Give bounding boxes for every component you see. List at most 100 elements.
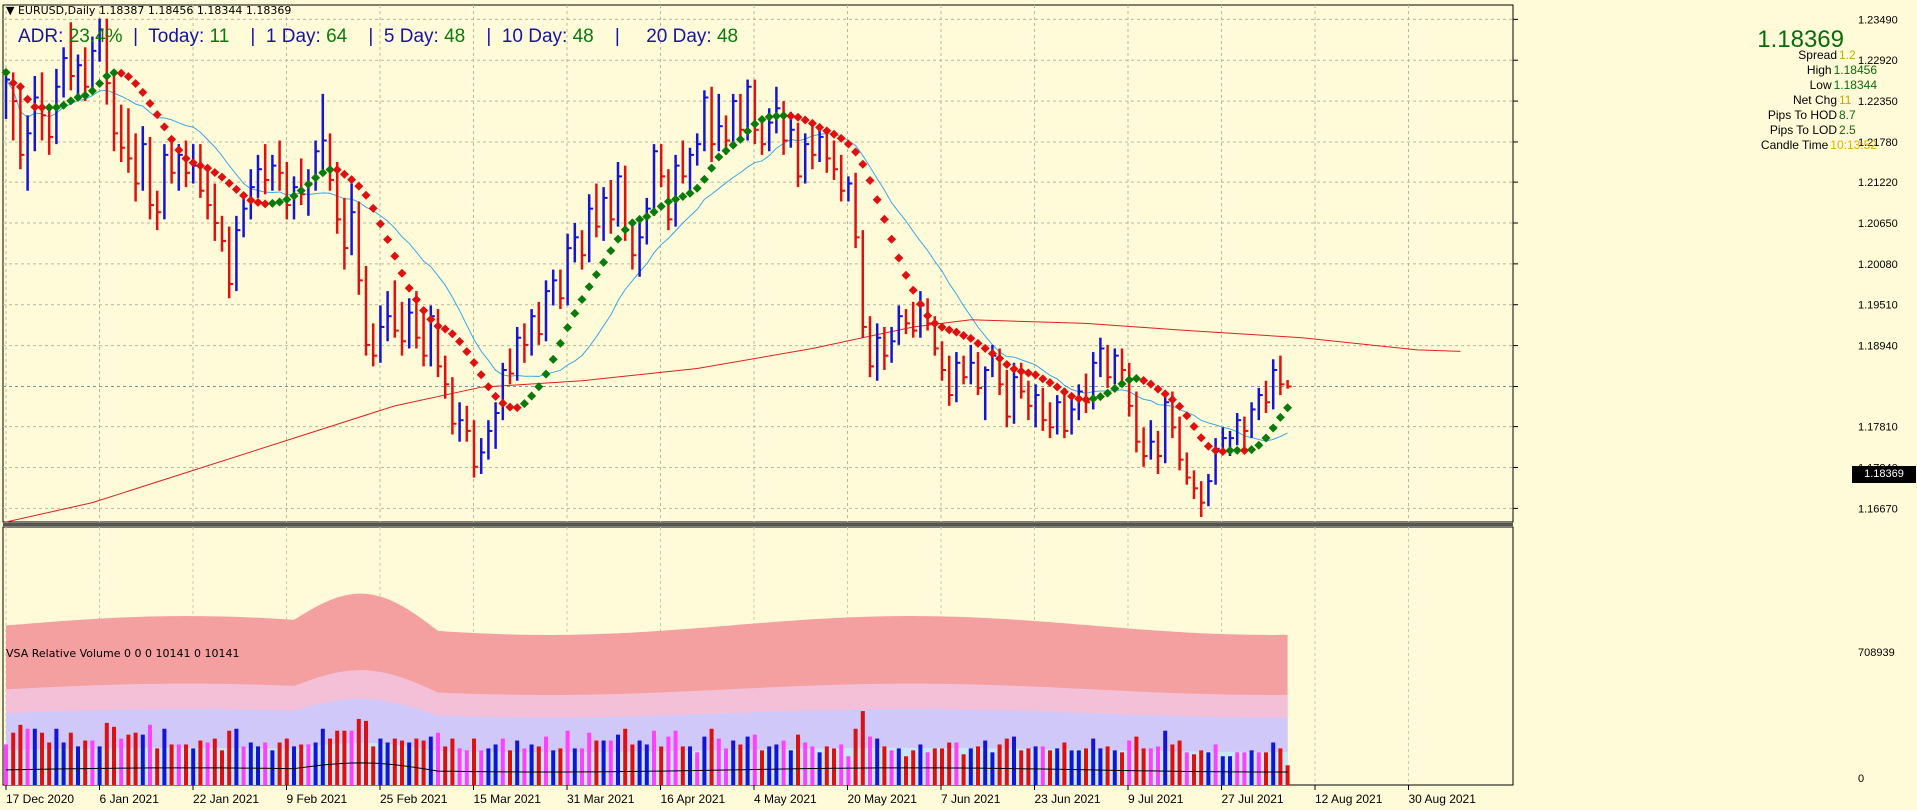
x-tick-label: 23 Jun 2021	[1035, 792, 1101, 806]
trend-diamond	[627, 218, 637, 228]
volume-bar	[248, 742, 253, 785]
trend-diamond	[714, 152, 724, 162]
today-label: Today:	[148, 26, 210, 47]
y-tick-label: 1.21220	[1858, 177, 1898, 189]
x-tick-label: 4 May 2021	[754, 792, 817, 806]
volume-bar	[760, 750, 764, 785]
trend-diamond	[195, 161, 205, 171]
volume-bar	[536, 746, 541, 785]
info-row: Spread 1.2	[1717, 48, 1877, 63]
volume-bar	[580, 748, 584, 785]
trend-diamond	[671, 194, 681, 204]
volume-bar	[673, 730, 678, 785]
trend-diamond	[1052, 382, 1062, 392]
trend-diamond	[440, 324, 450, 334]
trend-diamond	[159, 122, 169, 132]
x-tick-label: 31 Mar 2021	[567, 792, 635, 806]
volume-bar	[450, 738, 455, 785]
trend-diamond	[462, 347, 472, 357]
volume-bar	[1033, 746, 1038, 785]
x-tick-label: 15 Mar 2021	[474, 792, 542, 806]
volume-bar	[76, 746, 80, 785]
volume-bar	[724, 748, 728, 785]
trend-diamond	[1261, 433, 1271, 443]
trend-diamond	[865, 175, 875, 185]
trend-diamond	[685, 188, 695, 198]
trend-diamond	[591, 270, 601, 280]
volume-bar	[1213, 744, 1218, 785]
trend-diamond	[1153, 384, 1163, 394]
y-tick-label: 1.18940	[1858, 341, 1898, 353]
volume-bar	[882, 746, 887, 785]
trend-diamond	[577, 294, 587, 304]
volume-bar	[97, 746, 102, 785]
volume-bar	[1076, 750, 1081, 785]
volume-bar	[630, 744, 635, 785]
trend-diamond	[123, 72, 133, 82]
trend-diamond	[59, 100, 69, 110]
trend-diamond	[973, 338, 983, 348]
volume-bar	[112, 726, 116, 785]
volume-bar	[616, 734, 620, 785]
trend-diamond	[80, 90, 90, 100]
volume-bar	[932, 748, 937, 785]
trend-diamond	[73, 92, 83, 102]
volume-bar	[558, 748, 563, 785]
trend-diamond	[167, 134, 177, 144]
trend-diamond	[851, 147, 861, 157]
trend-diamond	[894, 253, 904, 263]
volume-bar	[774, 744, 779, 785]
trend-diamond	[519, 399, 529, 409]
symbol-header: ▼ EURUSD,Daily 1.18387 1.18456 1.18344 1…	[6, 4, 291, 17]
day20-value: 48	[716, 26, 739, 47]
volume-bar	[342, 730, 347, 785]
volume-bar	[716, 738, 721, 785]
info-value: 8.7	[1839, 108, 1856, 122]
trend-diamond	[44, 102, 54, 112]
y-tick-label: 1.19510	[1858, 300, 1898, 312]
info-row: Pips To HOD 8.7	[1717, 108, 1877, 123]
trend-diamond	[555, 338, 565, 348]
info-label: Net Chg	[1792, 93, 1837, 107]
trend-diamond	[419, 305, 429, 315]
info-label: Pips To HOD	[1767, 108, 1837, 122]
trend-diamond	[246, 195, 256, 205]
volume-bar	[47, 742, 52, 785]
separator: |	[486, 26, 492, 47]
trend-diamond	[95, 79, 105, 89]
trend-diamond	[1117, 379, 1127, 389]
separator: |	[368, 26, 374, 47]
trend-diamond	[872, 195, 882, 205]
volume-bar	[572, 748, 577, 785]
volume-bar	[875, 738, 880, 785]
volume-bar	[738, 744, 743, 785]
volume-bar	[1084, 748, 1088, 785]
trend-diamond	[1067, 391, 1077, 401]
volume-bar	[407, 742, 412, 785]
volume-bar	[832, 748, 836, 785]
trend-diamond	[606, 246, 616, 256]
trend-diamond	[1211, 446, 1221, 456]
volume-bar	[205, 742, 210, 785]
volume-bar	[680, 746, 685, 785]
trend-diamond	[1110, 384, 1120, 394]
trend-diamond	[707, 163, 717, 173]
trend-diamond	[815, 122, 825, 132]
volume-bar	[500, 738, 505, 785]
volume-bar	[565, 730, 570, 785]
trend-diamond	[649, 207, 659, 217]
x-tick-label: 6 Jan 2021	[100, 792, 160, 806]
trend-diamond	[1081, 395, 1091, 405]
volume-bar	[961, 754, 966, 785]
volume-bar	[695, 752, 700, 785]
dropdown-arrow-icon[interactable]: ▼	[6, 4, 15, 17]
trend-diamond	[699, 174, 709, 184]
trend-diamond	[145, 98, 155, 108]
trend-diamond	[858, 159, 868, 169]
volume-bar	[140, 734, 145, 785]
trend-diamond	[584, 282, 594, 292]
current-price-big: 1.18369	[1757, 26, 1844, 53]
volume-average-line	[5, 762, 1288, 773]
trend-diamond	[181, 153, 191, 163]
